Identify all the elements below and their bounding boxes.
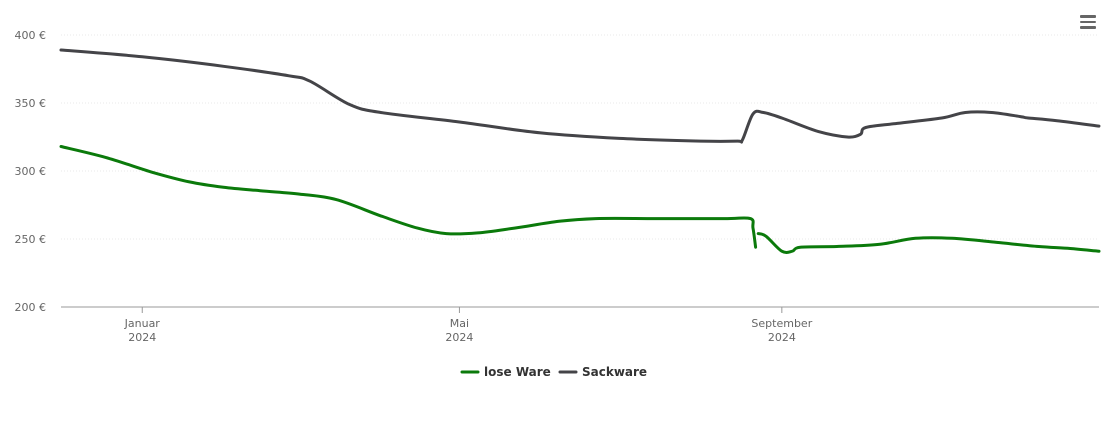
menu-icon[interactable]	[1076, 10, 1100, 34]
y-axis-labels: 200 € 250 € 300 € 350 € 400 €	[15, 29, 47, 314]
y-tick-label-400: 400 €	[15, 29, 47, 42]
legend[interactable]: lose Ware Sackware	[460, 365, 647, 379]
series-line-lose-ware-0	[59, 145, 758, 249]
series-lines	[59, 48, 1101, 254]
legend-item-sackware[interactable]: Sackware	[558, 365, 647, 379]
x-tick-label-month-0: Januar	[124, 317, 161, 330]
x-tick-label-year-2: 2024	[768, 331, 796, 344]
y-tick-label-300: 300 €	[15, 165, 47, 178]
x-tick-label-year-1: 2024	[445, 331, 473, 344]
legend-item-lose-ware[interactable]: lose Ware	[460, 365, 551, 379]
y-tick-label-200: 200 €	[15, 301, 47, 314]
legend-label-sackware: Sackware	[582, 365, 647, 379]
y-tick-label-250: 250 €	[15, 233, 47, 246]
x-tick-label-month-2: September	[751, 317, 812, 330]
x-tick-label-month-1: Mai	[450, 317, 469, 330]
legend-label-lose-ware: lose Ware	[484, 365, 551, 379]
x-tick-label-year-0: 2024	[128, 331, 156, 344]
series-line-lose-ware-1	[756, 232, 1101, 254]
series-line-sackware-0	[59, 48, 1101, 144]
y-tick-label-350: 350 €	[15, 97, 47, 110]
